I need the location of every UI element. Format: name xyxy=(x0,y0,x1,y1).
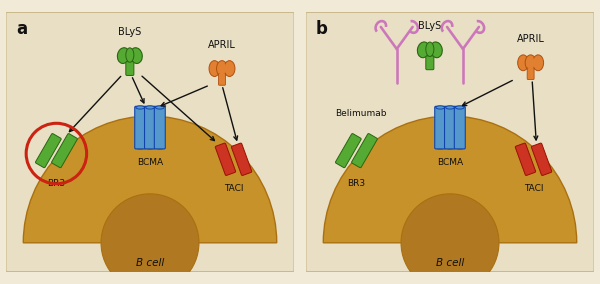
Ellipse shape xyxy=(218,62,226,75)
FancyBboxPatch shape xyxy=(126,62,134,76)
FancyBboxPatch shape xyxy=(454,106,465,149)
Ellipse shape xyxy=(136,146,145,149)
FancyBboxPatch shape xyxy=(445,106,455,149)
Wedge shape xyxy=(323,116,577,243)
Ellipse shape xyxy=(224,61,235,76)
Text: BCMA: BCMA xyxy=(437,158,463,167)
FancyBboxPatch shape xyxy=(135,106,146,149)
FancyBboxPatch shape xyxy=(52,133,77,168)
FancyBboxPatch shape xyxy=(154,106,165,149)
Circle shape xyxy=(401,194,499,284)
FancyBboxPatch shape xyxy=(145,106,155,149)
FancyBboxPatch shape xyxy=(232,143,252,176)
Ellipse shape xyxy=(155,106,164,109)
Text: b: b xyxy=(316,20,328,37)
Text: TACI: TACI xyxy=(224,184,243,193)
Ellipse shape xyxy=(430,42,442,58)
Ellipse shape xyxy=(436,146,445,149)
Text: BLyS: BLyS xyxy=(118,27,142,37)
FancyBboxPatch shape xyxy=(215,143,236,176)
FancyBboxPatch shape xyxy=(6,12,294,272)
Ellipse shape xyxy=(525,55,536,71)
Ellipse shape xyxy=(136,106,145,109)
Ellipse shape xyxy=(209,61,220,76)
Text: BLyS: BLyS xyxy=(418,21,442,31)
FancyBboxPatch shape xyxy=(335,133,361,168)
Ellipse shape xyxy=(455,146,464,149)
Text: B cell: B cell xyxy=(136,258,164,268)
Text: APRIL: APRIL xyxy=(208,40,236,50)
Text: BCMA: BCMA xyxy=(137,158,163,167)
Ellipse shape xyxy=(455,106,464,109)
Ellipse shape xyxy=(126,48,134,62)
FancyBboxPatch shape xyxy=(35,133,61,168)
FancyBboxPatch shape xyxy=(218,74,226,85)
Ellipse shape xyxy=(118,48,130,63)
Ellipse shape xyxy=(527,56,535,69)
Ellipse shape xyxy=(130,48,142,63)
FancyBboxPatch shape xyxy=(527,68,534,80)
Ellipse shape xyxy=(426,42,434,57)
Ellipse shape xyxy=(146,146,154,149)
Ellipse shape xyxy=(446,106,454,109)
Ellipse shape xyxy=(418,42,430,58)
Text: Belimumab: Belimumab xyxy=(335,109,386,118)
FancyBboxPatch shape xyxy=(352,133,377,168)
Ellipse shape xyxy=(533,55,544,71)
Text: BR3: BR3 xyxy=(347,179,365,189)
Circle shape xyxy=(101,194,199,284)
Text: B cell: B cell xyxy=(436,258,464,268)
Text: a: a xyxy=(16,20,27,37)
Text: BR3: BR3 xyxy=(47,179,65,189)
Text: TACI: TACI xyxy=(524,184,543,193)
FancyBboxPatch shape xyxy=(515,143,536,176)
Ellipse shape xyxy=(217,61,227,76)
Ellipse shape xyxy=(155,146,164,149)
FancyBboxPatch shape xyxy=(306,12,594,272)
FancyBboxPatch shape xyxy=(532,143,552,176)
Text: APRIL: APRIL xyxy=(517,34,545,44)
FancyBboxPatch shape xyxy=(435,106,446,149)
Ellipse shape xyxy=(436,106,445,109)
Ellipse shape xyxy=(518,55,529,71)
FancyBboxPatch shape xyxy=(426,56,434,70)
Ellipse shape xyxy=(146,106,154,109)
Ellipse shape xyxy=(446,146,454,149)
Wedge shape xyxy=(23,116,277,243)
